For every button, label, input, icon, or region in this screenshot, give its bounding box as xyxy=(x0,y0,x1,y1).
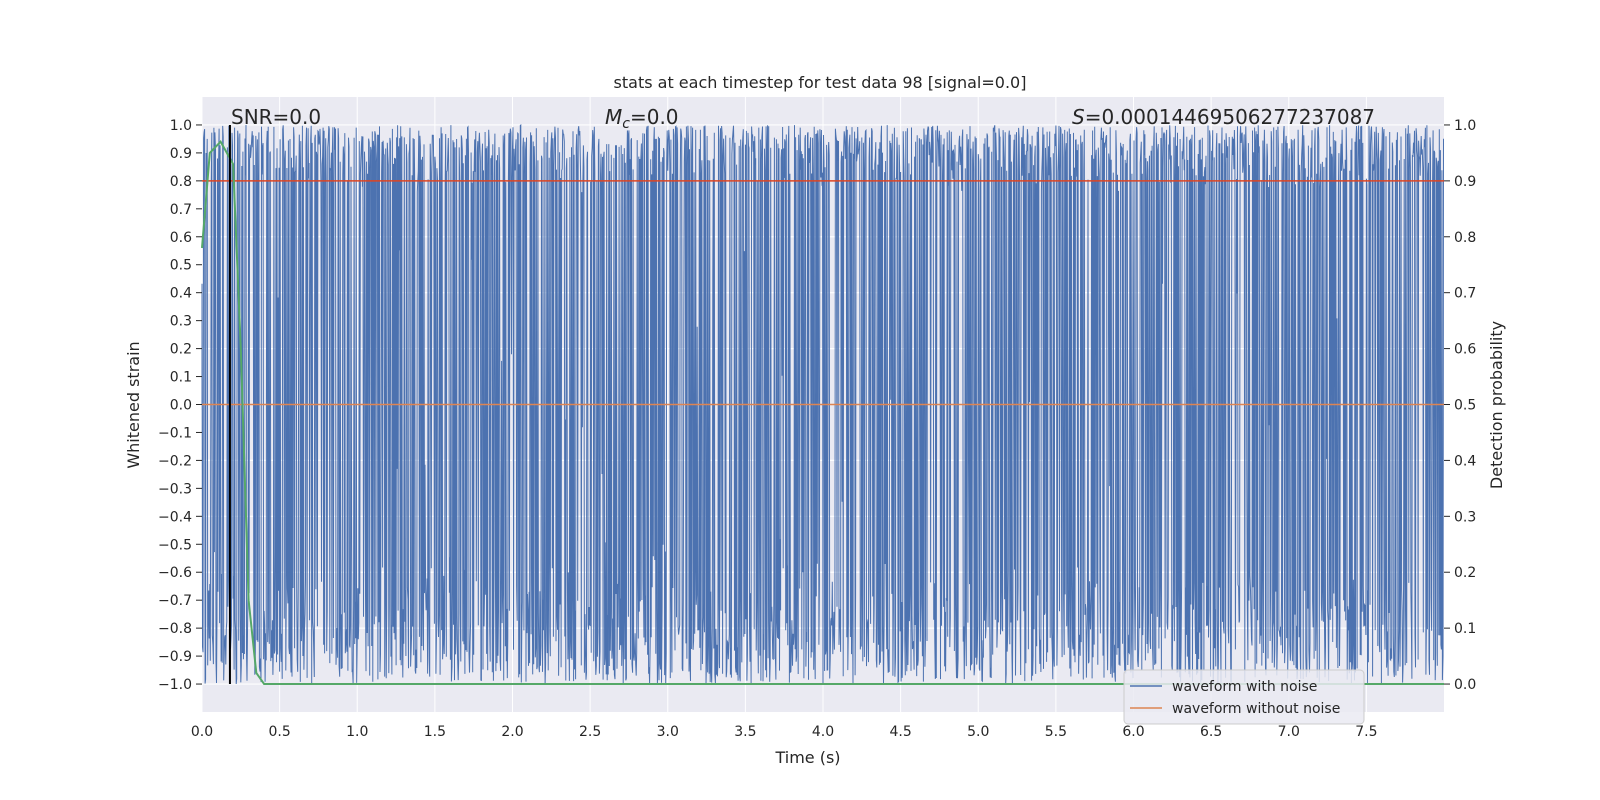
y-tick-label: 1.0 xyxy=(170,118,192,134)
x-tick-label: 1.0 xyxy=(346,724,368,740)
chart-title: stats at each timestep for test data 98 … xyxy=(614,73,1027,92)
series-waveform-with-noise xyxy=(201,124,1444,685)
x-tick-label: 0.5 xyxy=(268,724,290,740)
legend: waveform with noise waveform without noi… xyxy=(1123,669,1365,725)
right-y-tick-label: 0.0 xyxy=(1454,677,1476,693)
right-y-tick-label: 0.5 xyxy=(1454,398,1476,414)
right-y-tick-label: 0.8 xyxy=(1454,230,1476,246)
x-tick-label: 5.0 xyxy=(967,724,989,740)
s-annotation: S=0.00014469506277237087 xyxy=(1072,105,1375,129)
y-tick-label: 0.9 xyxy=(170,146,192,162)
noise-line xyxy=(201,124,1444,685)
x-tick-label: 6.0 xyxy=(1122,724,1144,740)
y-tick-label: −0.6 xyxy=(158,565,192,581)
y-tick-label: −0.4 xyxy=(158,509,192,525)
x-axis-ticks: 0.0 0.5 1.0 1.5 2.0 2.5 3.0 3.5 4.0 4.5 5.0 5.5 6.0 6… xyxy=(191,724,1378,740)
y-tick-label: −1.0 xyxy=(158,677,192,693)
y-tick-label: 0.6 xyxy=(170,230,192,246)
x-tick-label: 0.0 xyxy=(191,724,213,740)
right-y-tick-label: 0.1 xyxy=(1454,621,1476,637)
s-symbol: S xyxy=(1072,105,1085,129)
y-tick-label: −0.8 xyxy=(158,621,192,637)
chirp-mass-annotation: Mc=0.0 xyxy=(605,105,679,132)
right-y-tick-label: 0.3 xyxy=(1454,509,1476,525)
chirp-mass-value: =0.0 xyxy=(630,105,679,129)
y-tick-label: −0.9 xyxy=(158,649,192,665)
y-tick-label: −0.5 xyxy=(158,537,192,553)
x-tick-label: 7.0 xyxy=(1278,724,1300,740)
right-y-tick-label: 1.0 xyxy=(1454,118,1476,134)
legend-box xyxy=(1123,669,1365,725)
x-tick-label: 4.0 xyxy=(812,724,834,740)
right-y-tick-label: 0.6 xyxy=(1454,342,1476,358)
x-tick-label: 6.5 xyxy=(1200,724,1222,740)
x-axis-label: Time (s) xyxy=(774,748,840,767)
y-tick-label: 0.3 xyxy=(170,314,192,330)
chirp-mass-symbol: M xyxy=(605,105,622,129)
right-y-axis-ticks: 1.0 0.9 0.8 0.7 0.6 0.5 0.4 0.3 0.2 0.1 0.0 xyxy=(1444,118,1476,693)
y-tick-label: −0.3 xyxy=(158,481,192,497)
x-tick-label: 7.5 xyxy=(1355,724,1377,740)
y-tick-label: 0.4 xyxy=(170,286,192,302)
y-tick-label: 0.0 xyxy=(170,398,192,414)
right-y-tick-label: 0.9 xyxy=(1454,174,1476,190)
right-y-tick-label: 0.4 xyxy=(1454,453,1476,469)
y-tick-label: −0.2 xyxy=(158,453,192,469)
y-tick-label: 0.1 xyxy=(170,370,192,386)
y-tick-label: −0.7 xyxy=(158,593,192,609)
s-value: =0.00014469506277237087 xyxy=(1085,105,1375,129)
x-tick-label: 1.5 xyxy=(424,724,446,740)
series-detection-probability xyxy=(201,124,1444,685)
y-tick-label: 0.7 xyxy=(170,202,192,218)
right-y-axis-label: Detection probability xyxy=(1487,321,1506,489)
x-tick-label: 3.5 xyxy=(734,724,756,740)
chirp-mass-subscript: c xyxy=(622,116,630,132)
x-tick-label: 4.5 xyxy=(889,724,911,740)
legend-label-noise: waveform with noise xyxy=(1172,679,1317,695)
y-tick-label: 0.8 xyxy=(170,174,192,190)
snr-annotation: SNR=0.0 xyxy=(231,105,321,129)
right-y-tick-label: 0.2 xyxy=(1454,565,1476,581)
y-axis-label: Whitened strain xyxy=(124,341,143,468)
legend-label-clean: waveform without noise xyxy=(1172,701,1340,717)
right-y-tick-label: 0.7 xyxy=(1454,286,1476,302)
x-tick-label: 3.0 xyxy=(657,724,679,740)
x-tick-label: 2.0 xyxy=(501,724,523,740)
y-tick-label: −0.1 xyxy=(158,425,192,441)
x-tick-label: 2.5 xyxy=(579,724,601,740)
y-axis-ticks: 1.0 0.9 0.8 0.7 0.6 0.5 0.4 0.3 0.2 0.1 0.0 −0.1 −0.… xyxy=(158,118,202,693)
y-tick-label: 0.5 xyxy=(170,258,192,274)
probability-line xyxy=(201,140,1444,685)
y-tick-label: 0.2 xyxy=(170,342,192,358)
x-tick-label: 5.5 xyxy=(1045,724,1067,740)
